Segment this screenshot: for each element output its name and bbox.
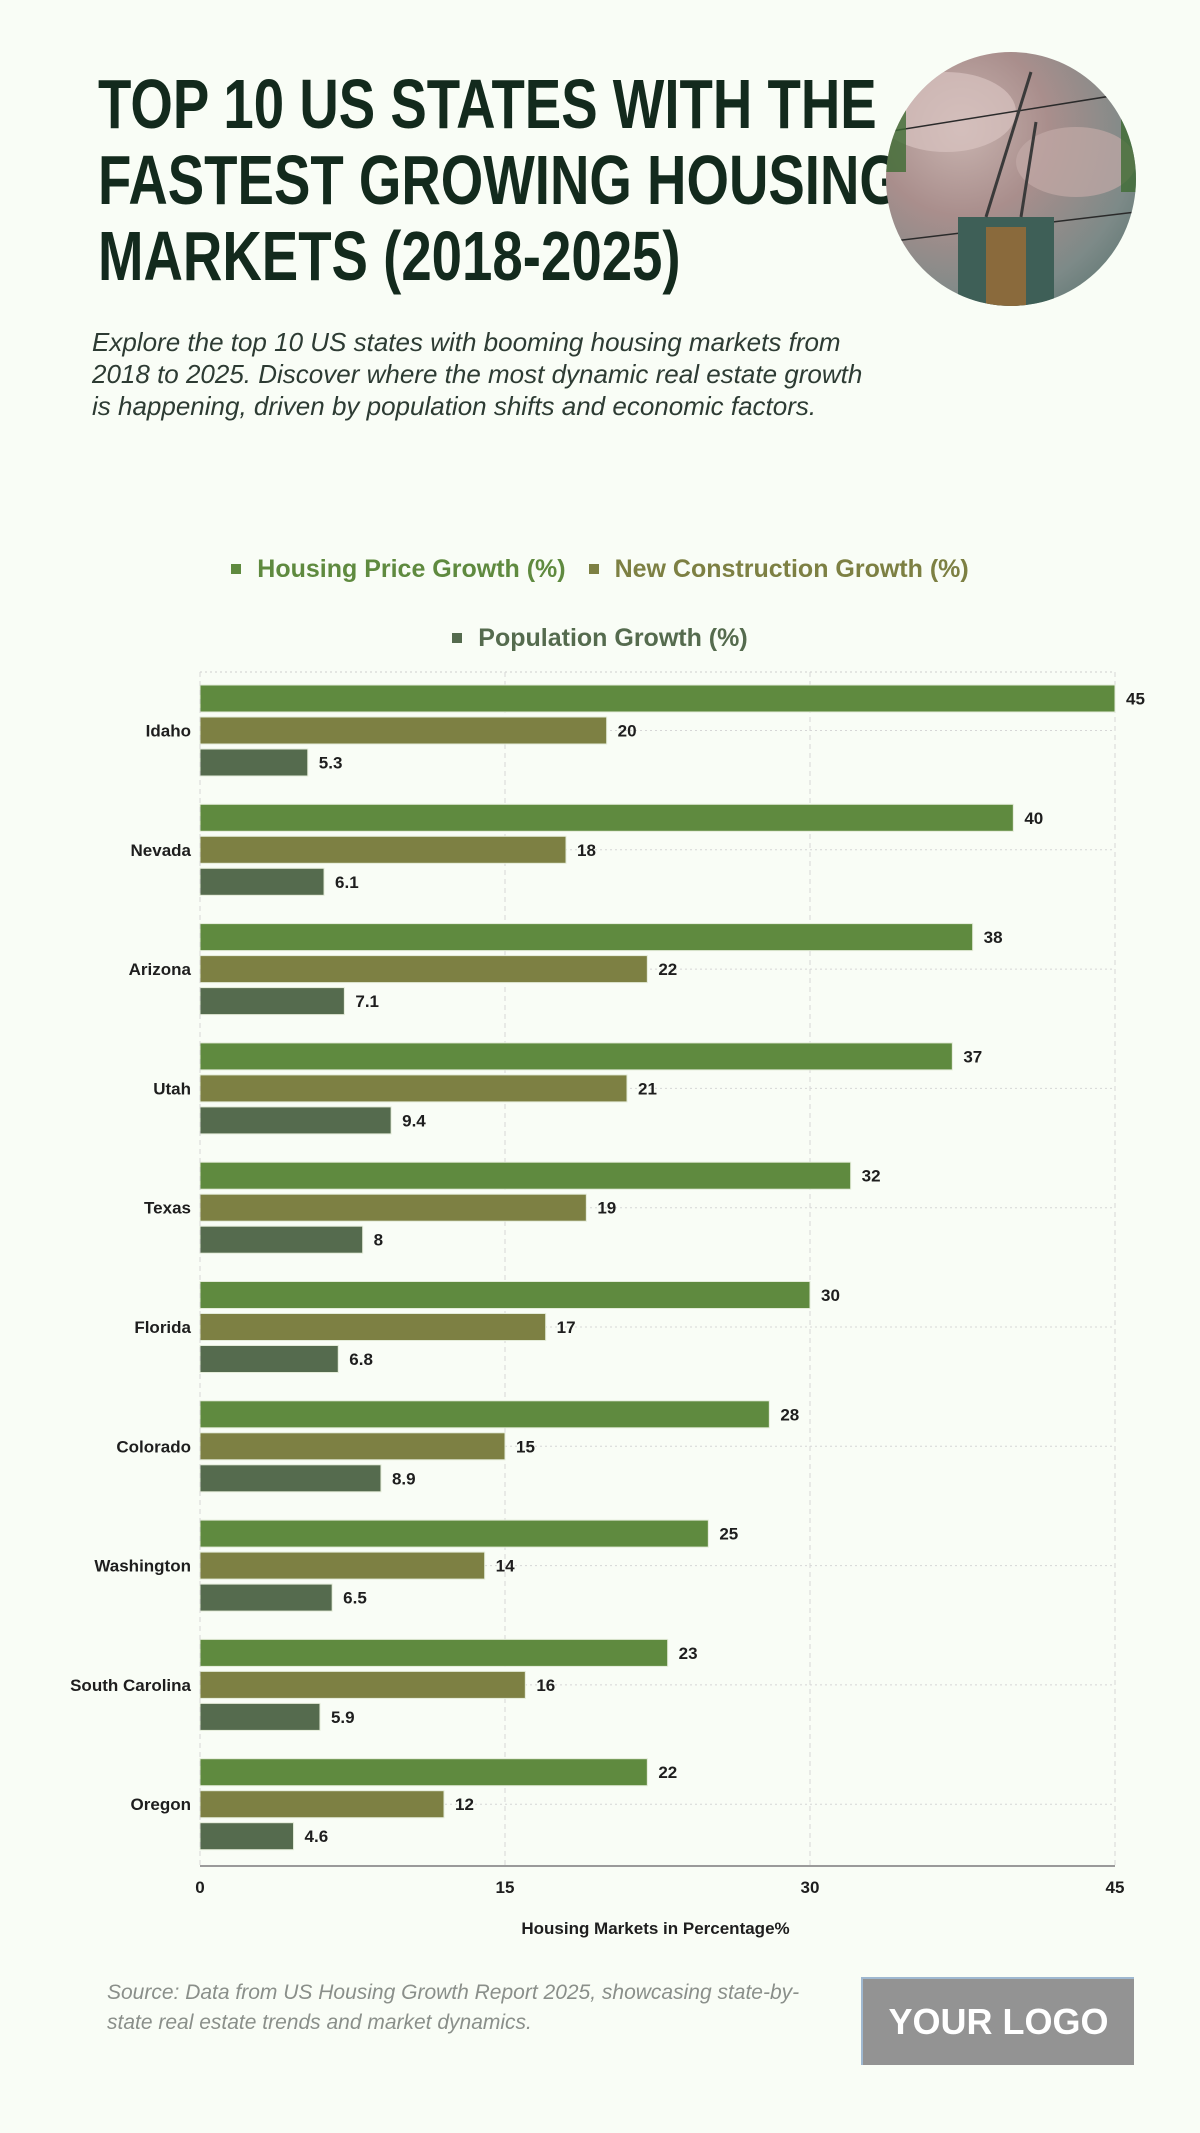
bar <box>199 1106 392 1135</box>
category-label: Utah <box>153 1079 191 1098</box>
logo-placeholder: YOUR LOGO <box>861 1977 1134 2065</box>
legend-label: New Construction Growth (%) <box>614 554 969 583</box>
title-line: FASTEST GROWING HOUSING <box>98 141 902 219</box>
x-tick-label: 30 <box>801 1878 820 1897</box>
bar <box>199 835 567 864</box>
data-label: 45 <box>1126 690 1145 709</box>
bar <box>199 1432 506 1461</box>
category-label: Arizona <box>129 960 192 979</box>
bar <box>199 1074 628 1103</box>
legend-item-housing-price[interactable]: Housing Price Growth (%) <box>231 554 566 584</box>
data-label: 22 <box>658 1763 677 1782</box>
bar <box>199 1583 333 1612</box>
data-label: 18 <box>577 841 596 860</box>
data-label: 28 <box>780 1405 799 1424</box>
x-tick-label: 15 <box>496 1878 515 1897</box>
data-label: 14 <box>496 1557 515 1576</box>
bar <box>199 1193 587 1222</box>
data-label: 6.8 <box>349 1350 373 1369</box>
bar <box>199 748 309 777</box>
bar <box>199 867 325 896</box>
data-label: 12 <box>455 1795 474 1814</box>
category-label: Florida <box>134 1318 191 1337</box>
data-label: 25 <box>719 1525 738 1544</box>
category-label: South Carolina <box>70 1676 191 1695</box>
data-label: 32 <box>862 1167 881 1186</box>
data-label: 9.4 <box>402 1111 426 1130</box>
data-label: 23 <box>679 1644 698 1663</box>
source-note: Source: Data from US Housing Growth Repo… <box>107 1981 800 2034</box>
data-label: 17 <box>557 1318 576 1337</box>
construction-crane-photo <box>886 52 1136 306</box>
data-label: 5.9 <box>331 1708 355 1727</box>
data-label: 37 <box>963 1047 982 1066</box>
bar <box>199 1281 811 1309</box>
bar <box>199 1464 382 1493</box>
legend-swatch <box>231 564 242 574</box>
data-label: 8 <box>374 1231 383 1250</box>
data-label: 22 <box>658 960 677 979</box>
subtitle: Explore the top 10 US states with boomin… <box>92 327 863 421</box>
bar <box>199 1313 547 1341</box>
category-label: Oregon <box>131 1795 191 1814</box>
bar <box>199 1551 486 1580</box>
legend-label: Housing Price Growth (%) <box>257 554 566 583</box>
data-label: 30 <box>821 1286 840 1305</box>
bar <box>199 923 974 952</box>
data-label: 5.3 <box>319 754 343 773</box>
bar <box>199 1670 526 1699</box>
category-label: Washington <box>94 1557 191 1576</box>
legend: Housing Price Growth (%) New Constructio… <box>0 552 1200 584</box>
data-label: 16 <box>536 1676 555 1695</box>
bar <box>199 987 345 1016</box>
page-title: TOP 10 US STATES WITH THE FASTEST GROWIN… <box>98 65 902 295</box>
legend-label: Population Growth (%) <box>478 623 748 652</box>
data-label: 20 <box>618 722 637 741</box>
bar <box>199 1345 339 1373</box>
category-label: Colorado <box>116 1437 191 1456</box>
x-tick-label: 0 <box>195 1878 204 1897</box>
bar <box>199 716 608 745</box>
x-axis-title: Housing Markets in Percentage% <box>521 1919 789 1938</box>
title-line: TOP 10 US STATES WITH THE <box>98 65 877 143</box>
data-label: 6.5 <box>343 1589 367 1608</box>
title-line: MARKETS (2018-2025) <box>98 217 681 295</box>
data-label: 38 <box>984 928 1003 947</box>
bar <box>199 1638 669 1667</box>
bar <box>199 1822 295 1851</box>
bar <box>199 1225 364 1254</box>
bar <box>199 1702 321 1731</box>
data-label: 15 <box>516 1437 535 1456</box>
x-tick-label: 45 <box>1106 1878 1125 1897</box>
bar <box>199 1790 445 1819</box>
category-label: Texas <box>144 1199 191 1218</box>
bar <box>199 955 648 984</box>
data-label: 8.9 <box>392 1469 416 1488</box>
category-label: Nevada <box>131 841 192 860</box>
legend-row-2: Population Growth (%) <box>0 621 1200 653</box>
data-label: 6.1 <box>335 873 359 892</box>
legend-swatch <box>452 633 463 643</box>
category-label: Idaho <box>146 722 191 741</box>
bar <box>199 1042 953 1071</box>
data-label: 40 <box>1024 809 1043 828</box>
bar <box>199 1161 852 1190</box>
legend-item-population[interactable]: Population Growth (%) <box>452 623 748 653</box>
data-label: 21 <box>638 1079 657 1098</box>
legend-item-new-construction[interactable]: New Construction Growth (%) <box>588 554 969 584</box>
bar <box>199 1758 648 1787</box>
data-label: 4.6 <box>305 1827 329 1846</box>
data-label: 19 <box>597 1199 616 1218</box>
bar <box>199 803 1014 832</box>
bar <box>199 684 1116 713</box>
bar <box>199 1400 770 1429</box>
bar <box>199 1519 709 1548</box>
data-label: 7.1 <box>355 992 379 1011</box>
legend-swatch <box>588 564 599 574</box>
